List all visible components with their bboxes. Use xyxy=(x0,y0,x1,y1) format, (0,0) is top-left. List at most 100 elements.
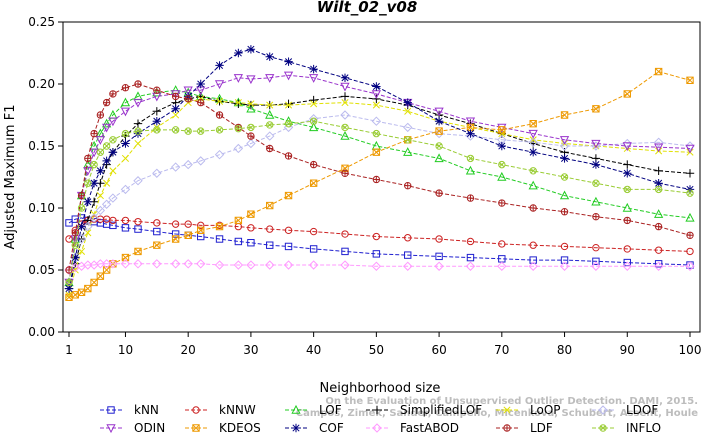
data-point xyxy=(102,118,112,128)
x-tick-label: 30 xyxy=(243,343,258,357)
series-ldof xyxy=(64,110,695,275)
legend-swatch-marker xyxy=(192,406,200,414)
data-point xyxy=(591,141,601,151)
axes: 0.00 0.05 0.10 0.15 0.20 0.25 1 10 20 30 40 50 60 70 8… xyxy=(28,15,701,357)
data-point xyxy=(341,247,349,256)
legend-item-knnw: kNNW xyxy=(185,403,256,417)
data-point xyxy=(96,272,105,280)
data-point xyxy=(686,76,694,84)
data-point xyxy=(434,107,444,117)
data-point xyxy=(266,101,274,109)
legend-label: LoOP xyxy=(530,403,561,417)
data-point xyxy=(133,176,143,186)
data-point xyxy=(133,259,143,269)
data-point xyxy=(109,216,117,225)
data-point xyxy=(152,87,162,97)
data-point xyxy=(434,128,444,139)
data-point xyxy=(197,95,205,103)
data-point xyxy=(654,67,663,76)
data-point xyxy=(171,230,180,238)
data-point xyxy=(528,261,538,271)
series-line-fastabod xyxy=(68,263,690,271)
data-point xyxy=(309,95,318,105)
data-point xyxy=(686,189,694,197)
data-point xyxy=(284,57,293,66)
data-point xyxy=(184,95,192,103)
data-point xyxy=(247,210,255,218)
data-point xyxy=(153,126,161,134)
data-point xyxy=(622,261,632,271)
data-point xyxy=(371,261,382,271)
data-point xyxy=(265,260,275,270)
data-point xyxy=(403,122,413,133)
data-point xyxy=(196,259,206,269)
data-point xyxy=(403,261,413,271)
data-point xyxy=(465,131,476,141)
data-point xyxy=(560,173,569,181)
x-tick-label: 1 xyxy=(65,343,73,357)
data-point xyxy=(133,119,143,128)
legend-item-fastabod: FastABOD xyxy=(366,421,459,434)
data-point xyxy=(266,144,274,153)
y-tick-label: 0.00 xyxy=(28,325,55,339)
data-point xyxy=(559,261,570,271)
data-point xyxy=(266,241,274,249)
data-point xyxy=(340,92,350,101)
series-line-ldof xyxy=(68,114,691,271)
data-point xyxy=(101,199,112,209)
data-point xyxy=(654,185,663,194)
data-point xyxy=(653,137,664,147)
data-point xyxy=(171,235,180,243)
data-point xyxy=(215,126,224,134)
data-point xyxy=(71,291,79,299)
data-point xyxy=(529,241,537,249)
data-point xyxy=(591,196,601,206)
data-point xyxy=(134,217,142,226)
data-point xyxy=(592,213,600,221)
data-point xyxy=(90,129,98,138)
data-point xyxy=(623,245,631,253)
data-point xyxy=(529,167,537,175)
data-point xyxy=(498,160,506,169)
data-point xyxy=(372,101,380,109)
x-tick-label: 90 xyxy=(620,343,635,357)
data-point xyxy=(234,237,243,246)
data-point xyxy=(215,61,224,70)
data-point xyxy=(102,142,111,150)
legend-swatch-marker xyxy=(599,424,607,432)
data-point xyxy=(234,48,243,58)
data-point xyxy=(246,103,256,113)
data-point xyxy=(214,80,225,90)
y-tick-label: 0.05 xyxy=(28,263,55,277)
data-point xyxy=(340,82,350,92)
data-point xyxy=(108,193,118,203)
data-point xyxy=(134,127,142,135)
data-point xyxy=(71,241,79,249)
legend-swatch-marker xyxy=(372,423,382,433)
data-point xyxy=(654,222,663,231)
data-point xyxy=(435,252,443,261)
data-point xyxy=(528,180,538,190)
data-point xyxy=(466,237,475,246)
legend-label: LDOF xyxy=(626,403,658,417)
series-knnw xyxy=(65,215,694,256)
data-point xyxy=(560,256,569,264)
data-point xyxy=(685,212,695,222)
data-point xyxy=(65,293,73,301)
data-point xyxy=(308,114,319,124)
data-point xyxy=(283,260,294,270)
series-line-cof xyxy=(68,48,691,289)
data-point xyxy=(560,154,569,163)
data-point xyxy=(529,119,537,128)
data-point xyxy=(434,117,444,126)
data-point xyxy=(686,231,694,239)
data-point xyxy=(591,261,601,271)
data-point xyxy=(559,190,570,200)
data-point xyxy=(184,231,192,239)
data-point xyxy=(83,260,93,270)
legend-swatch-marker xyxy=(503,406,511,414)
data-point xyxy=(466,129,475,138)
data-point xyxy=(434,261,444,271)
data-point xyxy=(528,137,538,147)
